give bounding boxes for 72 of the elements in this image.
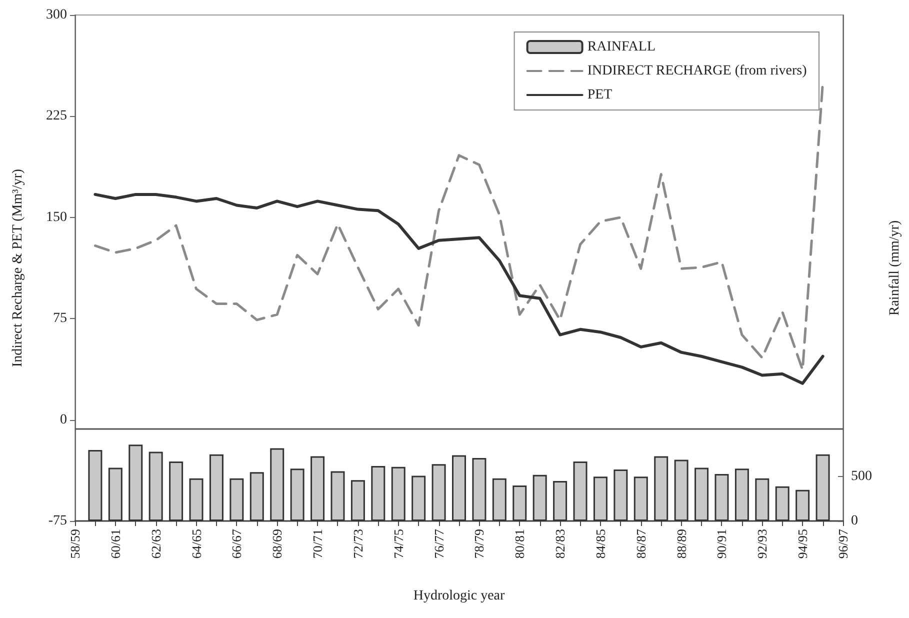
y-tick-label: 150 <box>46 210 67 225</box>
y-tick-label: 75 <box>53 311 67 326</box>
y-tick-label: 0 <box>60 412 67 428</box>
y2-axis-title: Rainfall (mm/yr) <box>888 220 902 316</box>
bar <box>128 444 143 521</box>
x-tick-label: 76/77 <box>431 528 446 559</box>
x-tick-label: 80/81 <box>512 529 528 559</box>
y-tick-label: -75 <box>48 514 67 528</box>
x-tick-label: 66/67 <box>229 528 244 559</box>
bar <box>755 478 770 521</box>
bar <box>169 462 184 521</box>
bar <box>654 456 668 521</box>
x-tick-label: 64/65 <box>188 529 204 559</box>
bar <box>512 485 527 521</box>
bar <box>573 462 588 521</box>
bar <box>734 468 749 521</box>
bar <box>492 478 506 521</box>
bar <box>472 458 486 521</box>
bar <box>674 460 688 521</box>
bar <box>432 464 446 521</box>
bar <box>694 468 709 521</box>
x-tick-label: 86/87 <box>633 528 648 559</box>
bar <box>412 476 426 521</box>
legend-label: RAINFALL <box>587 40 656 54</box>
x-tick-label: 74/75 <box>390 529 406 559</box>
x-tick-label: 58/59 <box>68 529 82 559</box>
x-tick-label: 90/91 <box>714 529 730 559</box>
x-tick-label: 72/73 <box>350 529 366 559</box>
x-tick-label: 70/71 <box>310 529 326 559</box>
bar <box>230 478 244 521</box>
x-tick-label: 96/97 <box>836 528 850 559</box>
bar <box>532 474 547 521</box>
bar <box>330 471 345 521</box>
x-tick-label: 68/69 <box>270 529 285 559</box>
bar <box>350 480 365 521</box>
bar <box>796 490 810 521</box>
y2-tick-label: 500 <box>851 469 872 484</box>
bar <box>290 468 304 521</box>
y2-tick-label: 0 <box>851 514 858 528</box>
y-tick-label: 225 <box>46 108 67 124</box>
bar <box>209 454 224 521</box>
x-tick-label: 82/83 <box>552 529 568 559</box>
x-tick-label: 94/95 <box>795 529 810 559</box>
bar <box>614 470 628 521</box>
bar <box>634 476 648 521</box>
x-tick-label: 62/63 <box>148 529 164 559</box>
y-tick-label: 300 <box>46 8 67 22</box>
bar <box>250 472 264 521</box>
bar <box>391 466 406 521</box>
bar <box>189 478 204 521</box>
x-tick-label: 88/89 <box>674 529 689 559</box>
y-axis-title: Indirect Recharge & PET (Mm³/yr) <box>10 168 26 368</box>
bar <box>270 448 284 521</box>
bar <box>553 481 568 521</box>
bar <box>108 468 122 521</box>
bar <box>816 454 830 521</box>
x-tick-label: 92/93 <box>754 529 770 559</box>
bar <box>310 456 325 521</box>
x-tick-label: 84/85 <box>592 529 608 559</box>
legend-label: PET <box>587 88 613 102</box>
line-series <box>94 192 824 385</box>
x-tick-label: 60/61 <box>108 529 123 559</box>
bar <box>593 476 608 521</box>
bar <box>88 450 102 521</box>
bar <box>452 455 466 521</box>
legend-label: INDIRECT RECHARGE (from rivers) <box>587 64 808 78</box>
bar <box>371 466 386 521</box>
bar <box>148 452 163 521</box>
bar <box>775 486 790 521</box>
x-axis-title: Hydrologic year <box>413 588 506 604</box>
x-tick-label: 78/79 <box>472 529 487 559</box>
bar <box>714 474 729 521</box>
